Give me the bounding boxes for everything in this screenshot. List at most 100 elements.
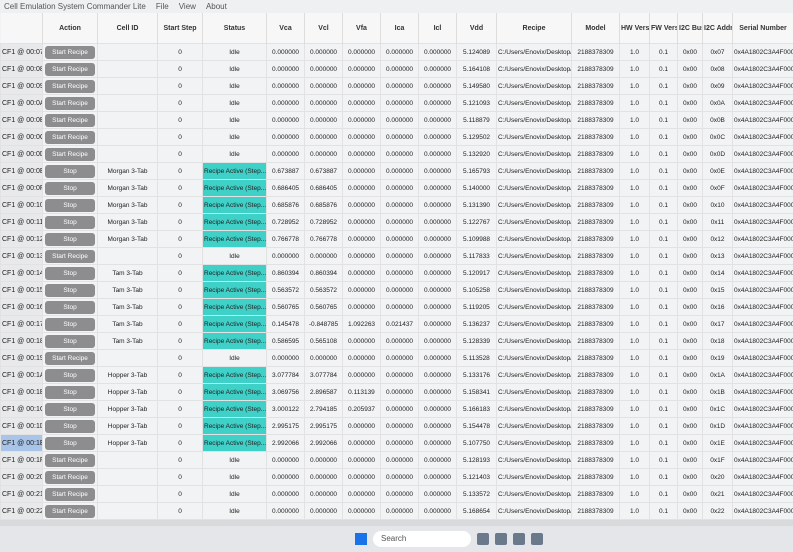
- cell: 0.000000: [418, 434, 457, 452]
- table-row: CF1 @ 00:21 Start Recipe 0 Idle 0.000000 0.00…: [0, 485, 793, 503]
- cell: 0.1: [649, 502, 678, 520]
- action-button[interactable]: Start Recipe: [45, 147, 95, 161]
- action-button[interactable]: Stop: [45, 283, 95, 297]
- action-button[interactable]: Start Recipe: [45, 470, 95, 484]
- start-button[interactable]: [355, 533, 367, 545]
- search-box[interactable]: Search: [373, 531, 471, 547]
- cell: 1.0: [619, 400, 650, 418]
- action-button[interactable]: Stop: [45, 419, 95, 433]
- app-icon[interactable]: [513, 533, 525, 545]
- cell: 0.728952: [304, 213, 343, 231]
- action-button[interactable]: Stop: [45, 368, 95, 382]
- cell: C:/Users/Enovix/Desktop/recipes/...: [496, 485, 572, 503]
- cell: 0x00: [677, 128, 703, 146]
- table-row: CF1 @ 00:18 Stop Tam 3-Tab 0 Recipe Active (…: [0, 332, 793, 350]
- cell: 0.1: [649, 298, 678, 316]
- cell: [97, 349, 158, 367]
- app-icon[interactable]: [531, 533, 543, 545]
- cell: 0x4A1802C3A4F0000000000000: [732, 400, 793, 418]
- cell: 0.000000: [380, 349, 419, 367]
- cell: 0.000000: [380, 60, 419, 78]
- cell: 0.000000: [380, 281, 419, 299]
- action-button[interactable]: Stop: [45, 215, 95, 229]
- cell: C:/Users/Enovix/Desktop/recipes/...: [496, 332, 572, 350]
- cell: 2188378309: [571, 485, 620, 503]
- cell: 0x1C: [702, 400, 733, 418]
- cell: 1.0: [619, 196, 650, 214]
- action-button[interactable]: Start Recipe: [45, 351, 95, 365]
- cell: 0x00: [677, 196, 703, 214]
- action-button[interactable]: Start Recipe: [45, 45, 95, 59]
- cell: 0.000000: [380, 145, 419, 163]
- cell: 0.000000: [342, 298, 381, 316]
- cell: 0.000000: [380, 485, 419, 503]
- menu-item[interactable]: View: [178, 2, 196, 11]
- row-label: CF1 @ 00:19: [0, 349, 43, 367]
- action-cell: Start Recipe: [42, 349, 98, 367]
- cell: 0.1: [649, 247, 678, 265]
- action-button[interactable]: Stop: [45, 436, 95, 450]
- cell: 0: [157, 468, 203, 486]
- action-button[interactable]: Start Recipe: [45, 113, 95, 127]
- cell: 0x00: [677, 468, 703, 486]
- cell: 2188378309: [571, 468, 620, 486]
- cell: [97, 247, 158, 265]
- action-cell: Start Recipe: [42, 111, 98, 129]
- window-title: Cell Emulation System Commander Lite: [4, 2, 146, 11]
- cell: [97, 468, 158, 486]
- cell: 5.105258: [456, 281, 497, 299]
- cell: Idle: [202, 94, 267, 112]
- cell: 0.1: [649, 60, 678, 78]
- cell: 0.000000: [380, 43, 419, 61]
- cell: 0.1: [649, 417, 678, 435]
- action-button[interactable]: Stop: [45, 232, 95, 246]
- cell: 2.995175: [266, 417, 305, 435]
- cell: Morgan 3-Tab: [97, 162, 158, 180]
- action-button[interactable]: Start Recipe: [45, 249, 95, 263]
- cell: 0x17: [702, 315, 733, 333]
- menu-item[interactable]: File: [155, 2, 169, 11]
- row-label: CF1 @ 00:22: [0, 502, 43, 520]
- app-icon[interactable]: [477, 533, 489, 545]
- action-button[interactable]: Stop: [45, 181, 95, 195]
- menu-item[interactable]: About: [205, 2, 227, 11]
- cell: [97, 451, 158, 469]
- action-button[interactable]: Stop: [45, 164, 95, 178]
- action-button[interactable]: Stop: [45, 334, 95, 348]
- action-button[interactable]: Stop: [45, 198, 95, 212]
- action-button[interactable]: Start Recipe: [45, 130, 95, 144]
- action-cell: Stop: [42, 383, 98, 401]
- action-button[interactable]: Stop: [45, 317, 95, 331]
- cell: 0.000000: [418, 349, 457, 367]
- cell: 0.000000: [418, 366, 457, 384]
- action-button[interactable]: Start Recipe: [45, 453, 95, 467]
- column-header: Action: [42, 13, 98, 44]
- action-button[interactable]: Stop: [45, 402, 95, 416]
- action-button[interactable]: Start Recipe: [45, 487, 95, 501]
- cell: Recipe Active (Step...: [202, 264, 267, 282]
- action-button[interactable]: Start Recipe: [45, 504, 95, 518]
- action-button[interactable]: Start Recipe: [45, 62, 95, 76]
- table-row: CF1 @ 00:12 Stop Morgan 3-Tab 0 Recipe Activ…: [0, 230, 793, 248]
- cell: Morgan 3-Tab: [97, 196, 158, 214]
- app-icon[interactable]: [495, 533, 507, 545]
- cell: 1.0: [619, 94, 650, 112]
- action-button[interactable]: Stop: [45, 300, 95, 314]
- table-row: CF1 @ 00:13 Start Recipe 0 Idle 0.000000 0.00…: [0, 247, 793, 265]
- cell: 2188378309: [571, 94, 620, 112]
- cell: 1.0: [619, 179, 650, 197]
- cell: 1.0: [619, 383, 650, 401]
- cell: 0.000000: [380, 196, 419, 214]
- action-button[interactable]: Start Recipe: [45, 79, 95, 93]
- cell: Idle: [202, 502, 267, 520]
- action-button[interactable]: Start Recipe: [45, 96, 95, 110]
- cell: C:/Users/Enovix/Desktop/recipes/...: [496, 366, 572, 384]
- cell: 0.000000: [418, 264, 457, 282]
- action-button[interactable]: Stop: [45, 385, 95, 399]
- action-cell: Stop: [42, 315, 98, 333]
- cell: 1.0: [619, 213, 650, 231]
- cell: 2188378309: [571, 179, 620, 197]
- action-button[interactable]: Stop: [45, 266, 95, 280]
- cell: 0.686405: [304, 179, 343, 197]
- cell: 0x4A1802C3A4F0000000000000: [732, 502, 793, 520]
